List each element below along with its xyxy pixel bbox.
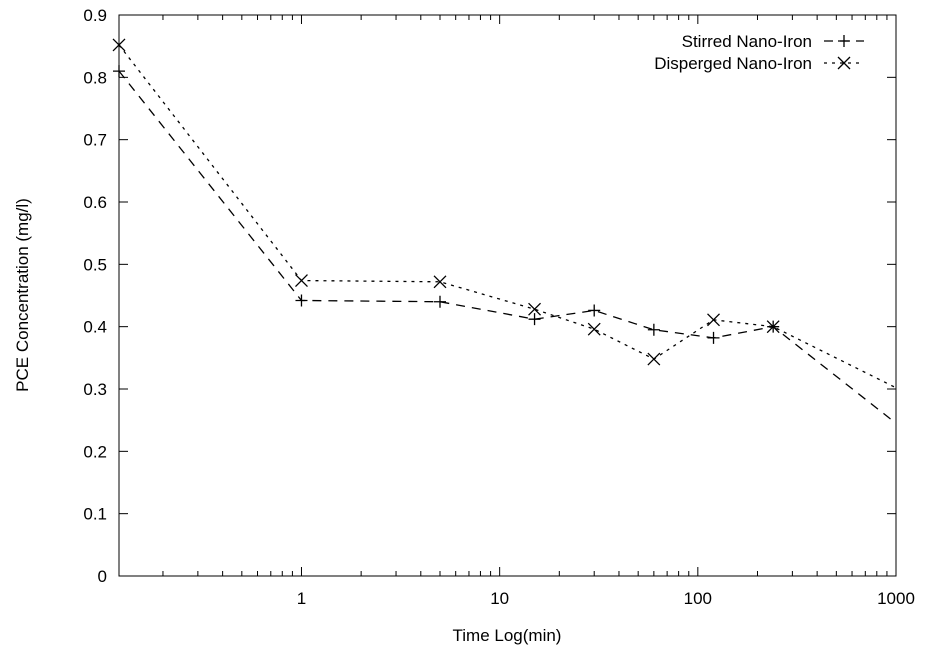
y-tick-label: 0.2 [83,442,107,461]
x-tick-label: 1000 [877,589,915,608]
y-tick-label: 0.8 [83,68,107,87]
series-line [119,45,896,388]
data-point [708,314,720,326]
y-tick-label: 0.7 [83,131,107,150]
x-tick-label: 100 [684,589,712,608]
series-1 [113,65,896,423]
y-tick-label: 0.9 [83,6,107,25]
series-line [119,71,896,423]
x-axis-label: Time Log(min) [453,626,562,645]
data-point [529,313,541,325]
y-tick-label: 0.3 [83,380,107,399]
legend: Stirred Nano-Iron Disperged Nano-Iron [654,32,864,73]
y-axis-label: PCE Concentration (mg/l) [13,198,32,392]
x-axis: 1 10 100 1000 [163,15,915,608]
data-point [295,294,307,306]
series-2 [113,39,896,388]
plot-border [119,15,896,576]
series-layer [113,39,896,423]
data-point [295,275,307,287]
y-tick-label: 0.1 [83,505,107,524]
legend-label: Stirred Nano-Iron [682,32,812,51]
data-point [113,65,125,77]
y-tick-label: 0 [98,567,107,586]
data-point [648,324,660,336]
data-point [588,323,600,335]
data-point [588,304,600,316]
x-tick-label: 10 [490,589,509,608]
y-tick-label: 0.6 [83,193,107,212]
data-point [708,332,720,344]
legend-marker [838,35,850,47]
y-tick-label: 0.5 [83,255,107,274]
x-tick-label: 1 [297,589,306,608]
data-point [648,353,660,365]
data-point [434,296,446,308]
y-tick-label: 0.4 [83,318,107,337]
plot-frame [119,15,896,576]
legend-label: Disperged Nano-Iron [654,54,812,73]
